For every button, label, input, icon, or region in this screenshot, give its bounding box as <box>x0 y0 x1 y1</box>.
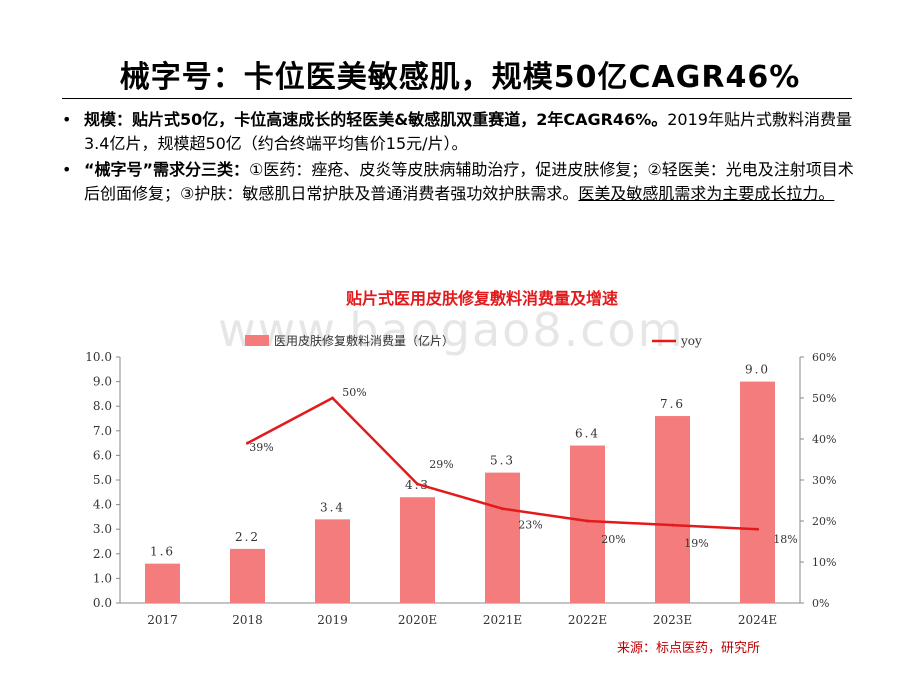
source-note: 来源：标点医药，研究所 <box>617 641 760 656</box>
right-tick-label: 50% <box>812 392 836 405</box>
yoy-point <box>246 441 249 445</box>
category-label: 2021E <box>483 613 522 627</box>
bar <box>570 445 605 603</box>
yoy-label: 20% <box>601 533 625 546</box>
left-tick-label: 3.0 <box>93 522 112 536</box>
left-tick-label: 0.0 <box>93 596 112 610</box>
bullet-demand: • “械字号”需求分三类：①医药：痤疮、皮炎等皮肤病辅助治疗，促进皮肤修复；②轻… <box>62 158 862 206</box>
bar-value-label: 6.4 <box>575 427 600 441</box>
left-tick-label: 9.0 <box>93 375 112 389</box>
bar-value-label: 1.6 <box>150 545 175 559</box>
left-tick-label: 2.0 <box>93 547 112 561</box>
bullet-list: • 规模：贴片式50亿，卡位高速成长的轻医美&敏感肌双重赛道，2年CAGR46%… <box>62 108 862 208</box>
bullet-demand-text: ①医药：痤疮、皮炎等皮肤病辅助治疗，促进皮肤修复；②轻医美：光电及注射项目术后创… <box>84 160 854 203</box>
left-tick-label: 4.0 <box>93 498 112 512</box>
bullet-scale-lead: 规模：贴片式50亿，卡位高速成长的轻医美&敏感肌双重赛道，2年CAGR46%。 <box>84 110 668 129</box>
bar-value-label: 5.3 <box>490 454 515 468</box>
bar-value-label: 7.6 <box>660 397 685 411</box>
yoy-label: 50% <box>342 386 366 399</box>
yoy-point <box>416 482 419 486</box>
bar-value-label: 4.3 <box>405 478 430 492</box>
bar <box>485 472 520 603</box>
bar <box>655 416 690 603</box>
yoy-point <box>501 507 504 511</box>
title-divider <box>62 98 852 99</box>
legend-bar-label: 医用皮肤修复敷料消费量（亿片） <box>274 333 454 348</box>
watermark: www.baogao8.com <box>218 303 685 357</box>
bullet-demand-lead: “械字号”需求分三类： <box>84 160 250 179</box>
bullet-marker: • <box>62 160 72 179</box>
category-label: 2023E <box>653 613 692 627</box>
category-label: 2019 <box>317 613 348 627</box>
bullet-marker: • <box>62 110 72 129</box>
legend-line-label: yoy <box>680 334 702 348</box>
left-tick-label: 5.0 <box>93 473 112 487</box>
category-label: 2017 <box>147 613 178 627</box>
bar <box>400 497 435 603</box>
yoy-label: 23% <box>518 519 542 532</box>
left-tick-label: 10.0 <box>85 350 112 364</box>
yoy-point <box>586 519 589 523</box>
left-tick-label: 6.0 <box>93 448 112 462</box>
right-tick-label: 60% <box>812 351 836 364</box>
bar <box>145 563 180 603</box>
right-tick-label: 0% <box>812 597 829 610</box>
bar-value-label: 3.4 <box>320 500 345 514</box>
page-title: 械字号：卡位医美敏感肌，规模50亿CAGR46% <box>119 60 801 95</box>
yoy-point <box>671 523 674 527</box>
yoy-label: 39% <box>249 441 273 454</box>
yoy-label: 19% <box>684 537 708 550</box>
yoy-point <box>331 396 334 400</box>
yoy-label: 29% <box>429 458 453 471</box>
yoy-point <box>756 527 759 531</box>
bar-value-label: 2.2 <box>235 530 260 544</box>
left-tick-label: 8.0 <box>93 399 112 413</box>
right-tick-label: 20% <box>812 515 836 528</box>
right-tick-label: 40% <box>812 433 836 446</box>
bar <box>230 548 265 603</box>
left-tick-label: 1.0 <box>93 571 112 585</box>
bullet-demand-highlight: 医美及敏感肌需求为主要成长拉力。 <box>578 184 835 203</box>
bar-value-label: 9.0 <box>745 363 770 377</box>
right-tick-label: 30% <box>812 474 836 487</box>
category-label: 2024E <box>738 613 777 627</box>
right-tick-label: 10% <box>812 556 836 569</box>
category-label: 2022E <box>568 613 607 627</box>
legend-bar-swatch <box>245 335 269 346</box>
bar <box>740 381 775 603</box>
bar <box>315 519 350 603</box>
category-label: 2018 <box>232 613 263 627</box>
bullet-scale-text: 2019年贴片式敷料消费量3.4亿片，规模超50亿（约合终端平均售价15元/片）… <box>84 110 852 153</box>
category-label: 2020E <box>398 613 437 627</box>
left-tick-label: 7.0 <box>93 424 112 438</box>
yoy-label: 18% <box>773 533 797 546</box>
chart-title: 贴片式医用皮肤修复敷料消费量及增速 <box>346 289 618 308</box>
bullet-scale: • 规模：贴片式50亿，卡位高速成长的轻医美&敏感肌双重赛道，2年CAGR46%… <box>62 108 862 156</box>
